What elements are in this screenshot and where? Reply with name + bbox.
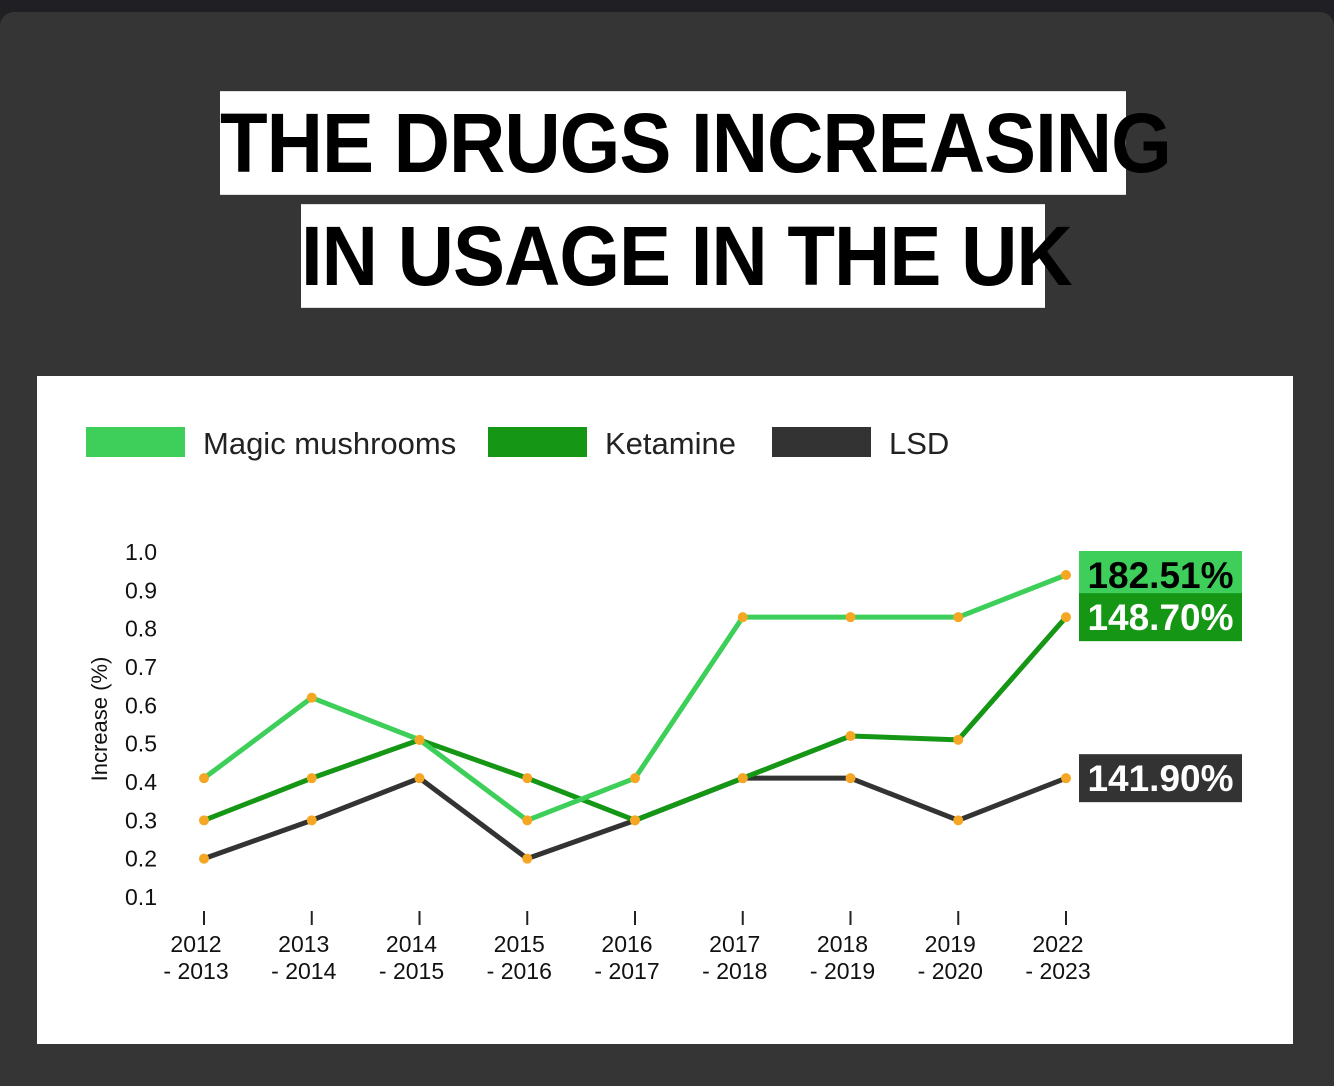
legend-swatch-0 — [86, 427, 185, 457]
legend: Magic mushrooms Ketamine LSD — [86, 426, 949, 461]
y-tick-label-1: 0.9 — [125, 577, 157, 603]
x-tick-label-0-line2: - 2013 — [163, 958, 228, 984]
data-point-0-8 — [1061, 570, 1071, 580]
x-tick-label-4-line1: 2016 — [601, 931, 652, 957]
data-point-2-7 — [953, 815, 963, 825]
x-tick-label-1-line2: - 2014 — [271, 958, 336, 984]
data-point-0-3 — [522, 815, 532, 825]
end-label-0: 182.51% — [1087, 555, 1233, 596]
x-tick-label-5-line2: - 2018 — [702, 958, 767, 984]
data-point-1-0 — [199, 815, 209, 825]
data-point-2-8 — [1061, 773, 1071, 783]
data-point-1-7 — [953, 735, 963, 745]
y-tick-label-2: 0.8 — [125, 616, 157, 642]
data-point-1-2 — [415, 735, 425, 745]
legend-label-2: LSD — [889, 426, 949, 461]
x-tick-label-7-line1: 2019 — [925, 931, 976, 957]
data-point-0-4 — [630, 773, 640, 783]
x-tick-label-5-line1: 2017 — [709, 931, 760, 957]
data-point-2-2 — [415, 773, 425, 783]
x-tick-label-7-line2: - 2020 — [918, 958, 983, 984]
legend-swatch-1 — [488, 427, 587, 457]
x-tick-label-4-line2: - 2017 — [594, 958, 659, 984]
data-point-0-5 — [738, 612, 748, 622]
y-tick-label-4: 0.6 — [125, 692, 157, 718]
data-point-2-5 — [738, 773, 748, 783]
y-tick-label-8: 0.2 — [125, 846, 157, 872]
data-point-1-6 — [846, 731, 856, 741]
x-tick-label-1-line1: 2013 — [278, 931, 329, 957]
x-tick-label-8-line2: - 2023 — [1025, 958, 1090, 984]
data-point-2-1 — [307, 815, 317, 825]
end-label-1: 148.70% — [1087, 597, 1233, 638]
data-point-2-6 — [846, 773, 856, 783]
series-line-0 — [204, 575, 1066, 820]
legend-label-0: Magic mushrooms — [203, 426, 456, 461]
x-tick-label-3-line2: - 2016 — [487, 958, 552, 984]
data-point-2-4 — [630, 815, 640, 825]
y-axis: 1.0 0.9 0.8 0.7 0.6 0.5 0.4 0.3 0.2 0.1 Increase (… — [87, 539, 157, 910]
x-tick-label-6-line1: 2018 — [817, 931, 868, 957]
x-tick-label-3-line1: 2015 — [494, 931, 545, 957]
data-point-0-1 — [307, 693, 317, 703]
x-tick-label-6-line2: - 2019 — [810, 958, 875, 984]
x-tick-label-8-line1: 2022 — [1032, 931, 1083, 957]
x-tick-label-0-line1: 2012 — [170, 931, 221, 957]
data-point-2-0 — [199, 854, 209, 864]
y-tick-label-7: 0.3 — [125, 807, 157, 833]
legend-label-1: Ketamine — [605, 426, 736, 461]
x-axis: 2012- 2013 2013- 2014 2014- 2015 2015- 2016… — [163, 911, 1090, 984]
y-tick-label-0: 1.0 — [125, 539, 157, 565]
data-point-0-7 — [953, 612, 963, 622]
data-point-1-8 — [1061, 612, 1071, 622]
end-label-2: 141.90% — [1087, 758, 1233, 799]
y-tick-label-3: 0.7 — [125, 654, 157, 680]
series-line-1 — [204, 617, 1066, 820]
x-tick-label-2-line2: - 2015 — [379, 958, 444, 984]
y-axis-label: Increase (%) — [87, 657, 112, 782]
data-point-2-3 — [522, 854, 532, 864]
series-points — [199, 570, 1071, 864]
x-tick-label-2-line1: 2014 — [386, 931, 437, 957]
data-point-1-1 — [307, 773, 317, 783]
end-labels: 182.51%148.70% 141.90% — [1079, 551, 1242, 802]
y-tick-label-5: 0.5 — [125, 731, 157, 757]
data-point-0-0 — [199, 773, 209, 783]
y-tick-label-9: 0.1 — [125, 884, 157, 910]
legend-swatch-2 — [772, 427, 871, 457]
y-tick-label-6: 0.4 — [125, 769, 157, 795]
data-point-0-6 — [846, 612, 856, 622]
data-point-1-3 — [522, 773, 532, 783]
